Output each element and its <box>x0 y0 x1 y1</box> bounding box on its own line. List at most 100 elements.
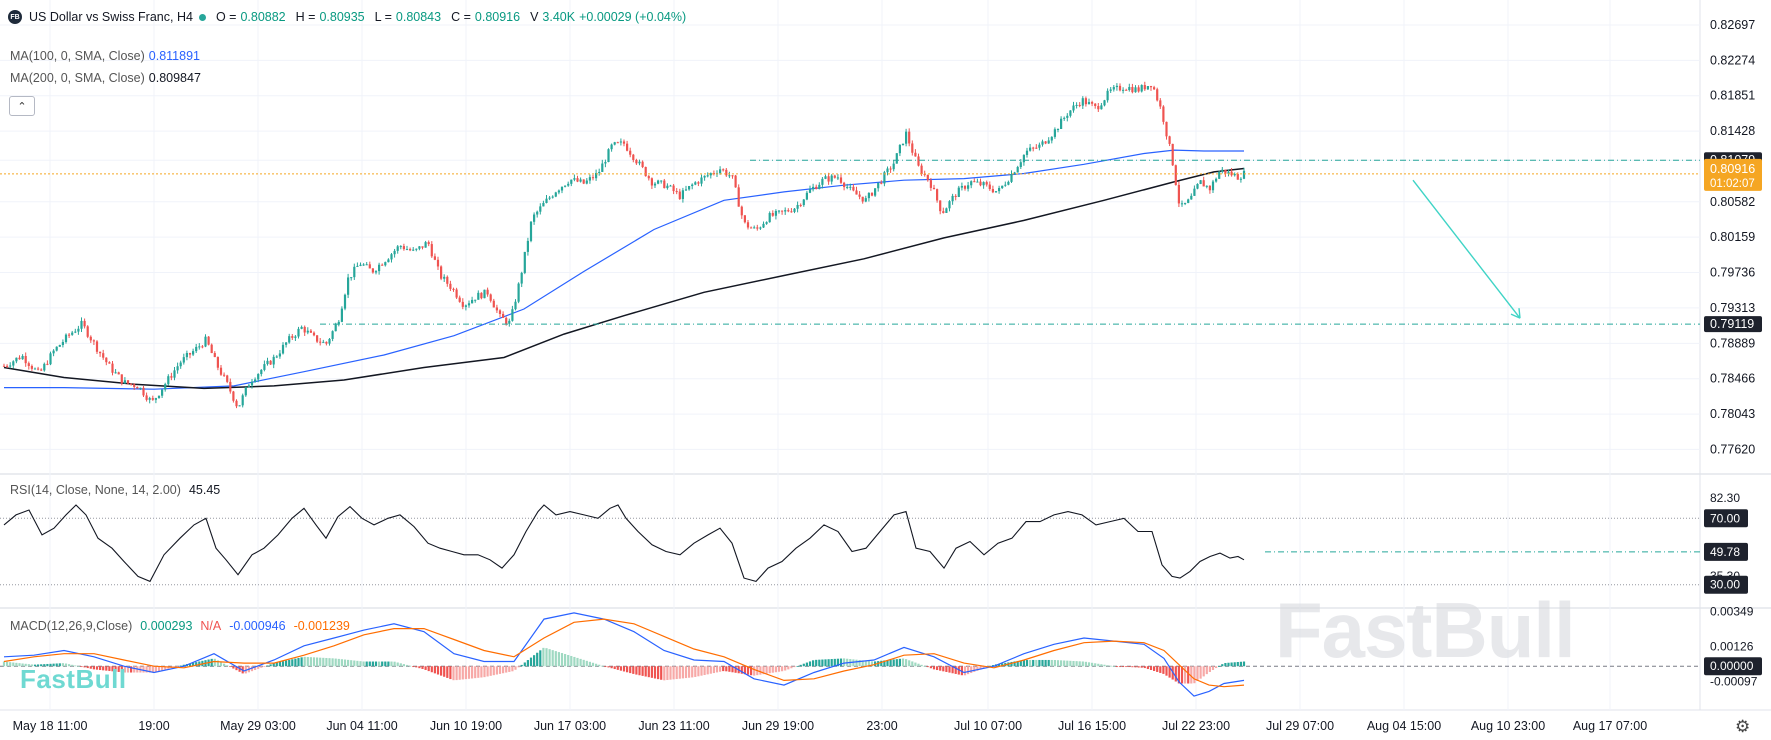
x-tick-label: Jun 04 11:00 <box>326 719 397 733</box>
macd-histogram-bar <box>384 661 387 667</box>
candle-body <box>1053 129 1056 137</box>
macd-histogram-bar <box>368 661 371 667</box>
ma200-legend[interactable]: MA(200, 0, SMA, Close) 0.809847 <box>10 71 201 85</box>
candle-body <box>911 143 914 153</box>
candle-body <box>216 357 219 368</box>
candle-body <box>1007 181 1010 185</box>
macd-histogram-bar <box>1218 666 1221 667</box>
candle-body <box>182 357 185 363</box>
candle-body <box>319 341 322 343</box>
macd-histogram-bar <box>1081 661 1084 667</box>
macd-histogram-bar <box>427 666 430 672</box>
macd-histogram-bar <box>585 660 588 667</box>
macd-legend[interactable]: MACD(12,26,9,Close) 0.000293 N/A -0.0009… <box>10 619 350 633</box>
last-price-tag-bg <box>1704 158 1762 191</box>
macd-histogram-bar <box>213 658 216 667</box>
macd-histogram-bar <box>703 666 706 676</box>
candle-body <box>235 400 238 407</box>
candle-body <box>1227 171 1230 174</box>
candle-body <box>647 176 650 179</box>
candle-body <box>1103 100 1106 106</box>
candle-body <box>415 248 418 250</box>
rsi-legend[interactable]: RSI(14, Close, None, 14, 2.00) 45.45 <box>10 483 220 497</box>
macd-histogram-bar <box>936 666 939 671</box>
candle-body <box>508 320 511 324</box>
macd-histogram-bar <box>412 666 415 668</box>
macd-histogram-bar <box>567 654 570 667</box>
macd-histogram-bar <box>1100 664 1103 667</box>
candle-body <box>939 200 942 212</box>
macd-histogram-bar <box>421 666 424 669</box>
macd-histogram-bar <box>216 660 219 667</box>
candle-body <box>1162 106 1165 122</box>
macd-histogram-bar <box>824 659 827 667</box>
candle-body <box>998 188 1001 192</box>
candle-body <box>1177 184 1180 204</box>
macd-histogram-bar <box>976 666 979 671</box>
rsi-pane[interactable] <box>0 504 1700 586</box>
candle-body <box>458 297 461 302</box>
macd-histogram-bar <box>610 666 613 669</box>
macd-histogram-bar <box>347 659 350 667</box>
candle-body <box>830 175 833 182</box>
candle-body <box>368 264 371 269</box>
macd-histogram-bar <box>768 666 771 674</box>
macd-histogram-bar <box>405 664 409 667</box>
macd-histogram-bar <box>164 666 167 670</box>
macd-histogram-bar <box>728 666 731 672</box>
candle-body <box>529 221 533 241</box>
macd-histogram-bar <box>387 661 390 667</box>
macd-histogram-bar <box>306 657 309 667</box>
candle-body <box>436 259 440 267</box>
ma100-legend[interactable]: MA(100, 0, SMA, Close) 0.811891 <box>10 49 200 63</box>
macd-histogram-bar <box>663 666 666 681</box>
macd-histogram-bar <box>836 658 839 667</box>
candle-body <box>399 246 402 248</box>
candle-body <box>15 357 18 362</box>
macd-histogram-bar <box>1202 666 1205 677</box>
macd-histogram-bar <box>337 658 340 667</box>
candle-body <box>154 398 157 400</box>
macd-histogram-bar <box>1122 666 1125 668</box>
candle-body <box>870 192 874 196</box>
macd-histogram-bar <box>898 658 901 667</box>
candle-body <box>641 161 644 168</box>
macd-histogram-bar <box>467 666 471 679</box>
candle-body <box>585 180 588 184</box>
macd-histogram-bar <box>725 666 728 672</box>
x-tick-label: Jun 17 03:00 <box>534 719 606 733</box>
macd-histogram-bar <box>192 662 195 667</box>
collapse-legend-button[interactable]: ⌃ <box>9 96 35 116</box>
candle-body <box>554 192 557 197</box>
candle-body <box>1168 136 1171 144</box>
macd-histogram-bar <box>74 665 77 667</box>
macd-pane[interactable] <box>0 612 1700 697</box>
candle-body <box>877 182 880 189</box>
candle-body <box>1084 98 1087 105</box>
macd-histogram-bar <box>914 662 917 667</box>
candle-body <box>306 330 309 333</box>
candle-body <box>663 180 666 189</box>
candle-body <box>1109 89 1112 91</box>
gear-icon[interactable]: ⚙ <box>1735 717 1751 736</box>
macd-histogram-bar <box>1029 659 1032 667</box>
macd-histogram-bar <box>161 666 164 671</box>
macd-histogram-bar <box>362 661 365 667</box>
macd-histogram-bar <box>58 663 61 667</box>
ma200-line <box>3 167 1245 390</box>
candle-body <box>495 307 498 311</box>
candle-body <box>151 398 154 400</box>
macd-histogram-bar <box>762 666 765 675</box>
macd-histogram-bar <box>1159 666 1162 673</box>
symbol-title[interactable]: US Dollar vs Swiss Franc, H4 <box>29 10 193 24</box>
price-pane[interactable] <box>0 81 1700 409</box>
candle-body <box>33 368 37 370</box>
macd-histogram-bar <box>1044 659 1047 667</box>
macd-histogram-bar <box>77 666 80 667</box>
macd-histogram-bar <box>396 662 399 667</box>
candle-body <box>750 227 753 229</box>
macd-histogram-bar <box>433 666 436 674</box>
candle-body <box>452 288 455 290</box>
macd-histogram-bar <box>1239 661 1242 667</box>
